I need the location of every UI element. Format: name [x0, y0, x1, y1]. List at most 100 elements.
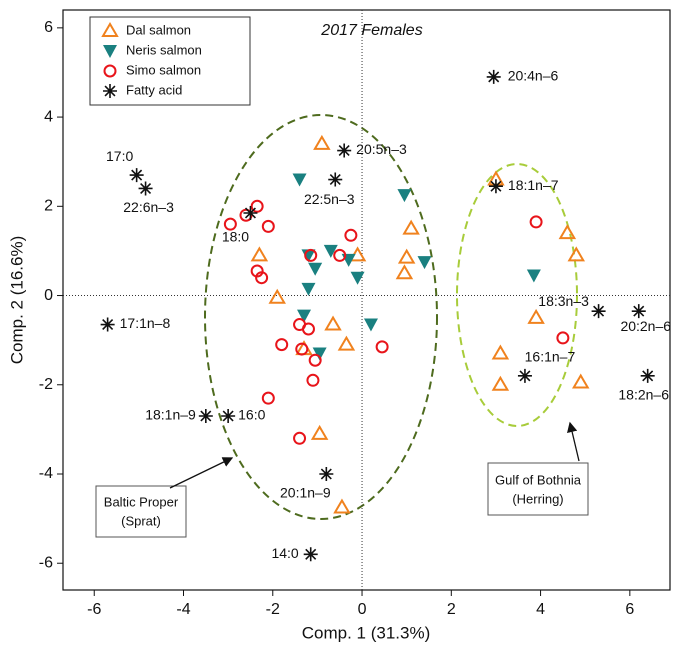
y-tick-label: 2 — [44, 198, 53, 215]
y-axis-label: Comp. 2 (16.6%) — [7, 236, 26, 365]
legend-marker — [103, 64, 117, 78]
marker — [640, 368, 655, 383]
marker — [301, 282, 316, 296]
annotation-box — [487, 462, 589, 516]
marker — [261, 219, 275, 233]
legend-marker — [103, 84, 117, 98]
marker — [304, 248, 318, 262]
x-tick-label: 4 — [536, 601, 545, 618]
marker — [301, 322, 315, 336]
x-tick-label: -6 — [87, 601, 101, 618]
marker — [221, 409, 236, 423]
marker — [486, 69, 501, 84]
marker — [100, 317, 115, 332]
marker — [223, 217, 237, 231]
legend-label: Neris salmon — [126, 42, 202, 57]
marker — [292, 173, 307, 187]
x-tick-label: 0 — [358, 601, 367, 618]
marker — [333, 248, 347, 262]
point-label: 18:1n–7 — [508, 177, 559, 193]
marker — [129, 168, 144, 183]
annotation: Baltic Proper — [104, 494, 179, 509]
marker — [375, 340, 389, 354]
marker — [397, 248, 416, 264]
point-label: 18:2n–6 — [618, 387, 669, 403]
marker — [138, 181, 153, 196]
marker — [344, 228, 358, 242]
point-label: 20:4n–6 — [508, 68, 559, 84]
marker — [297, 309, 312, 323]
point-label: 22:5n–3 — [304, 191, 355, 207]
marker — [308, 353, 322, 367]
marker — [308, 262, 323, 276]
plot-frame — [62, 9, 671, 591]
marker — [417, 256, 432, 270]
legend-marker — [101, 22, 119, 37]
y-tick-label: 6 — [44, 19, 53, 36]
marker — [293, 431, 307, 445]
marker — [571, 373, 590, 389]
annotation-box — [95, 485, 187, 538]
point-label: 20:1n–9 — [280, 485, 331, 501]
marker — [261, 391, 275, 405]
point-label: 22:6n–3 — [123, 199, 174, 215]
marker — [488, 179, 503, 194]
point-label: 16:0 — [238, 407, 265, 423]
point-label: 18:3n–3 — [538, 293, 589, 309]
point-label: 17:1n–8 — [120, 315, 171, 331]
marker — [631, 304, 646, 319]
marker — [324, 315, 342, 331]
marker — [312, 347, 327, 361]
y-tick-label: -2 — [39, 376, 53, 393]
y-tick-label: -6 — [39, 554, 53, 571]
y-tick-label: -4 — [39, 465, 53, 482]
point-label: 16:1n–7 — [525, 349, 576, 365]
legend-label: Simo salmon — [126, 62, 201, 77]
legend-label: Dal salmon — [126, 22, 191, 37]
marker — [491, 344, 510, 360]
point-label: 20:5n–3 — [356, 141, 407, 157]
marker — [529, 215, 543, 229]
point-label: 14:0 — [271, 545, 298, 561]
annotation-arrow — [567, 421, 580, 462]
marker — [313, 134, 331, 150]
x-tick-label: -2 — [266, 601, 280, 618]
bothnia-ellipse — [456, 163, 578, 427]
chart-title: 2017 Females — [320, 22, 422, 39]
baltic-ellipse — [204, 114, 438, 520]
marker — [243, 206, 258, 220]
marker — [275, 338, 289, 352]
marker — [255, 271, 269, 285]
marker — [397, 189, 412, 203]
annotation-arrow — [169, 457, 234, 489]
marker — [333, 498, 351, 514]
marker — [306, 373, 320, 387]
marker — [198, 409, 213, 423]
x-tick-label: -4 — [176, 601, 190, 618]
marker — [591, 304, 606, 319]
legend-marker — [103, 45, 117, 58]
x-tick-label: 6 — [625, 601, 634, 618]
point-label: 18:0 — [222, 229, 249, 245]
marker — [250, 246, 269, 262]
marker — [526, 269, 541, 283]
marker — [328, 172, 343, 187]
x-tick-label: 2 — [447, 601, 456, 618]
annotation: (Herring) — [512, 491, 563, 506]
marker — [350, 271, 365, 285]
marker — [567, 246, 586, 262]
marker — [319, 467, 334, 481]
marker — [250, 199, 264, 213]
point-label: 20:2n–6 — [620, 318, 671, 334]
marker — [337, 335, 356, 351]
marker — [363, 318, 378, 332]
annotation: (Sprat) — [121, 513, 161, 528]
y-tick-label: 4 — [44, 108, 53, 125]
marker — [268, 288, 286, 304]
x-axis-label: Comp. 1 (31.3%) — [302, 623, 431, 642]
marker — [303, 547, 318, 562]
marker — [239, 208, 253, 222]
annotation: Gulf of Bothnia — [495, 472, 582, 487]
legend-label: Fatty acid — [126, 82, 182, 97]
